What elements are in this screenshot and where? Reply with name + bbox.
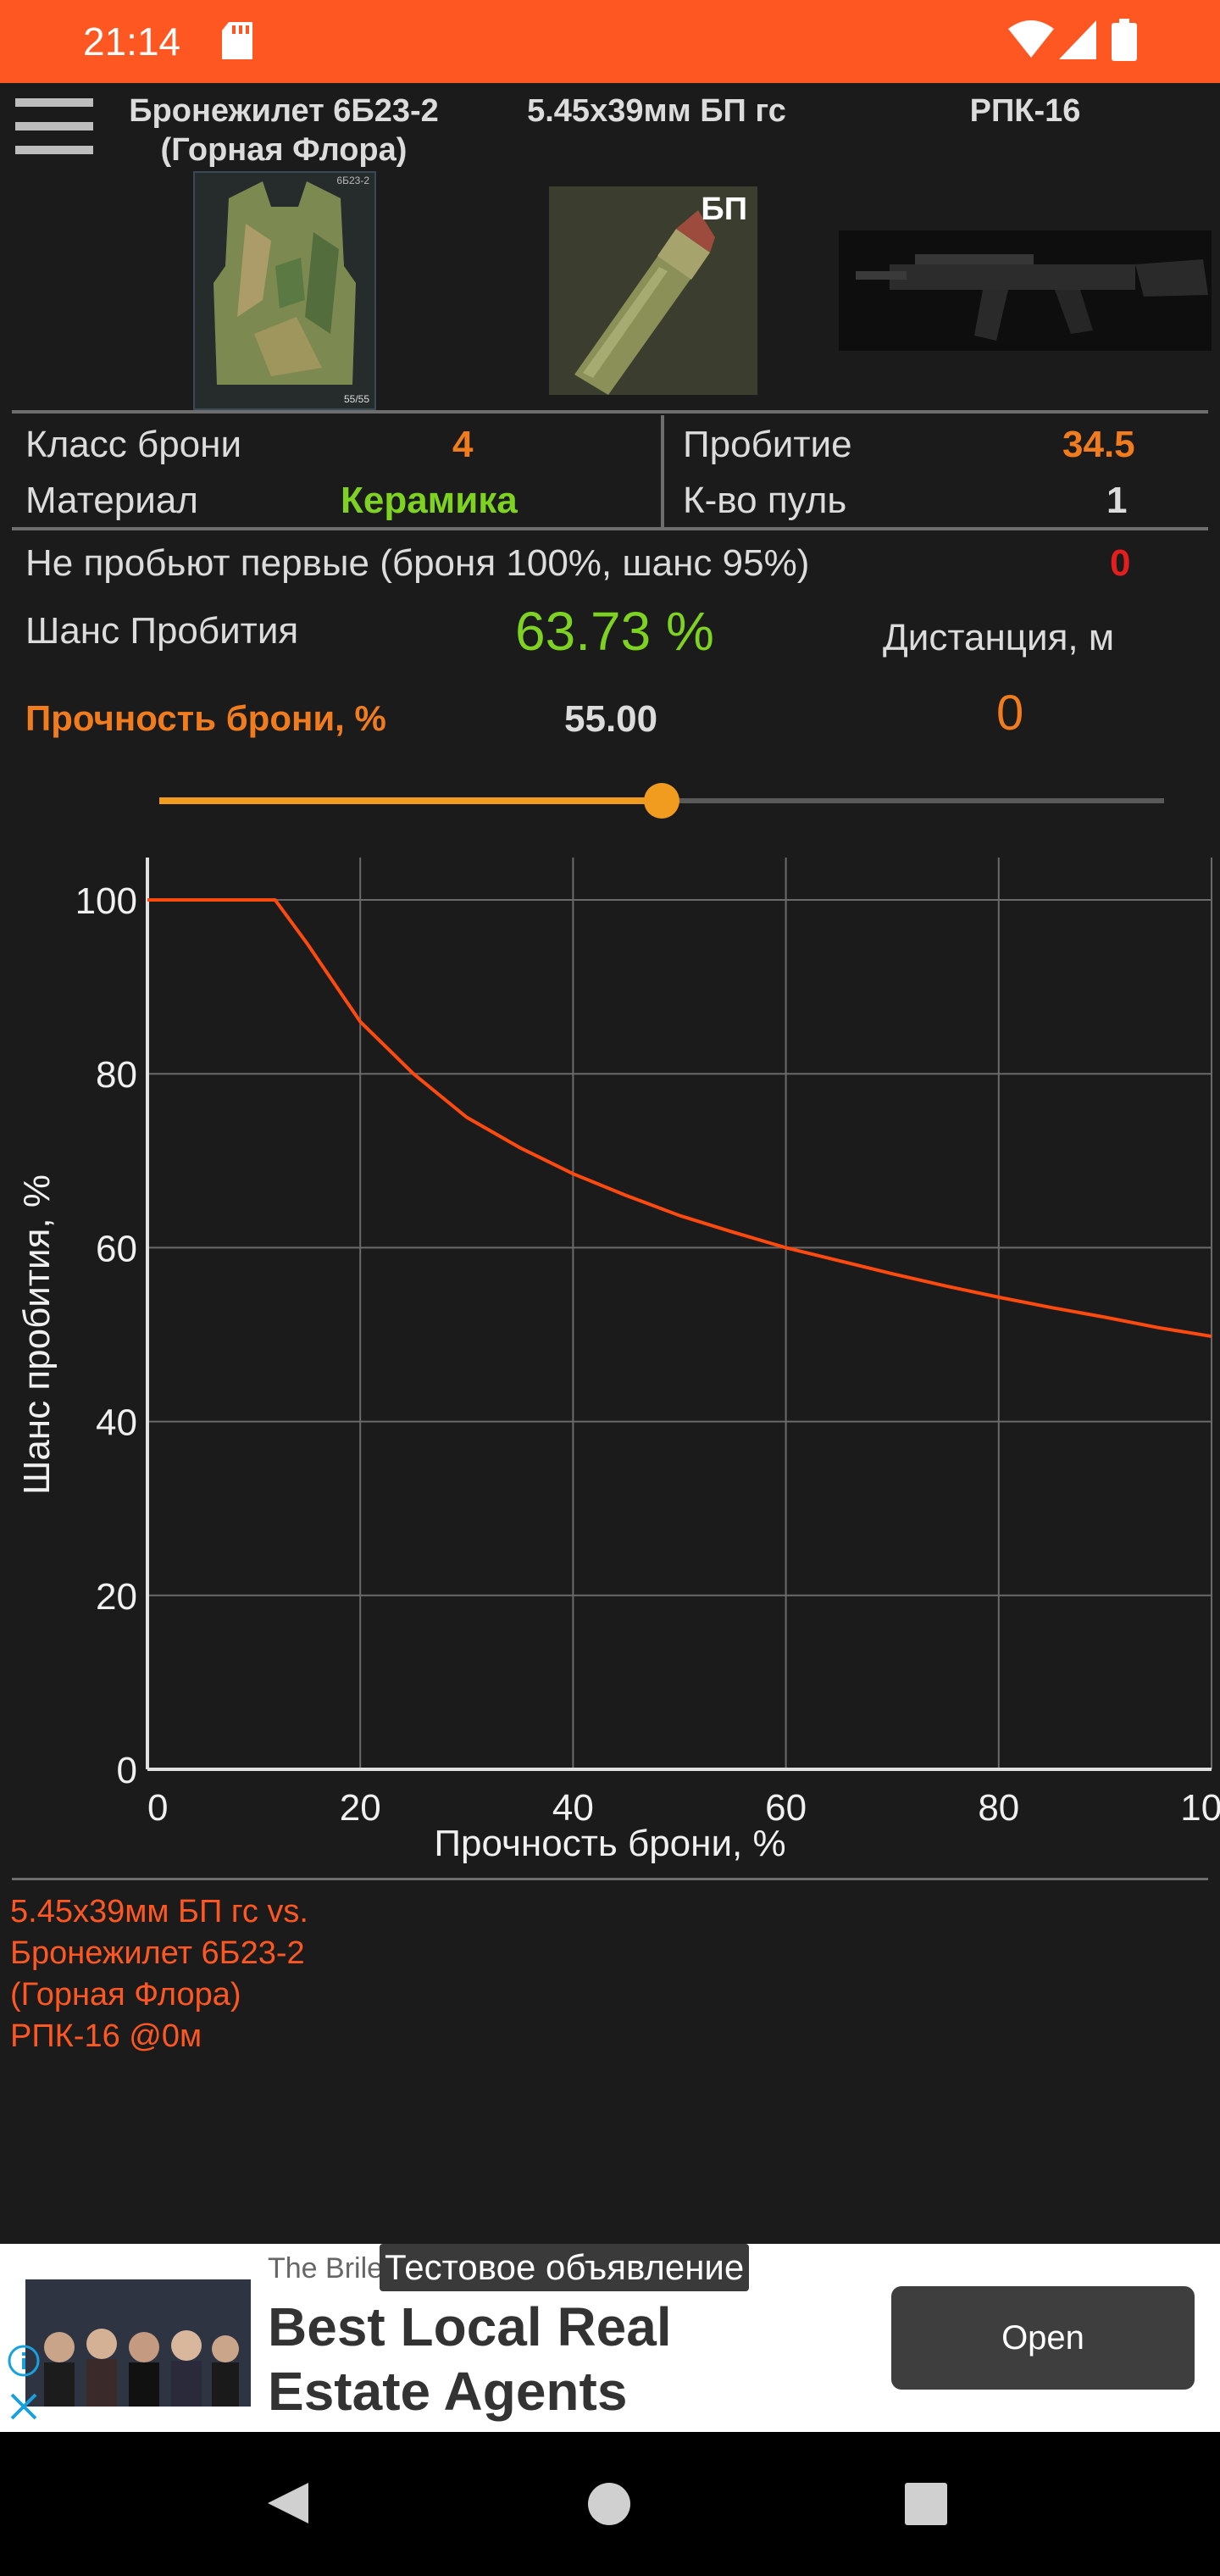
ad-image[interactable]	[25, 2279, 251, 2407]
close-icon[interactable]	[8, 2391, 39, 2422]
y-axis-label: Шанс пробития, %	[16, 1174, 58, 1495]
divider	[661, 415, 664, 527]
bullets-value: 1	[1106, 480, 1128, 521]
ad-badge: Тестовое объявление	[380, 2244, 750, 2291]
weapon-image[interactable]	[839, 230, 1212, 351]
summary-line: 5.45x39мм БП гс vs.	[10, 1894, 308, 1929]
y-tick-label: 40	[96, 1402, 137, 1444]
armor-class-value: 4	[452, 424, 474, 465]
divider	[12, 527, 1208, 530]
y-tick-label: 0	[117, 1750, 137, 1791]
battery-icon	[1112, 19, 1137, 61]
summary-line: (Горная Флора)	[10, 1977, 241, 2012]
material-value: Керамика	[341, 480, 518, 521]
y-tick-label: 80	[96, 1054, 137, 1096]
ad-advertiser: The Brile	[268, 2252, 384, 2285]
recents-icon[interactable]	[905, 2483, 947, 2525]
distance-value[interactable]: 0	[996, 686, 1024, 741]
slider-fill	[159, 797, 662, 804]
penetration-label: Пробитие	[683, 424, 852, 465]
no-pen-value: 0	[1110, 542, 1131, 584]
armor-image[interactable]: 6Б23-2 55/55	[193, 171, 376, 410]
group-photo-icon	[25, 2279, 251, 2407]
ammo-image-tag: БП	[701, 192, 747, 227]
distance-label: Дистанция, м	[883, 617, 1115, 658]
slider-thumb[interactable]	[644, 783, 679, 819]
armor-class-label: Класс брони	[25, 424, 242, 465]
x-tick-label: 40	[552, 1787, 594, 1829]
divider	[12, 1878, 1208, 1880]
durability-slider[interactable]	[159, 780, 1164, 822]
ad-headline-line: Best Local Real	[268, 2296, 672, 2357]
armor-image-durability: 55/55	[343, 393, 369, 405]
rifle-icon	[856, 254, 1208, 341]
status-time: 21:14	[83, 19, 181, 64]
x-tick-label: 100	[1180, 1787, 1220, 1829]
x-tick-label: 20	[340, 1787, 381, 1829]
vest-icon	[214, 181, 356, 385]
ad-open-button[interactable]: Open	[891, 2286, 1195, 2390]
bullets-label: К-во пуль	[683, 480, 847, 521]
penetration-value: 34.5	[1062, 424, 1135, 465]
x-tick-label: 60	[765, 1787, 807, 1829]
weapon-select[interactable]: РПК-16	[969, 93, 1081, 129]
back-icon[interactable]	[264, 2479, 312, 2527]
signal-icon	[1059, 20, 1096, 59]
armor-select[interactable]: Бронежилет 6Б23-2 (Горная Флора)	[129, 93, 439, 168]
y-tick-label: 100	[75, 880, 137, 922]
pen-chance-label: Шанс Пробития	[25, 610, 299, 652]
y-tick-label: 60	[96, 1228, 137, 1269]
menu-icon[interactable]	[15, 98, 93, 154]
navigation-bar	[0, 2432, 1220, 2576]
wifi-icon	[1008, 20, 1054, 58]
ad-banner[interactable]: The Brile Тестовое объявление Best Local…	[0, 2244, 1220, 2432]
ad-headline[interactable]: Best Local Real Estate Agents	[268, 2295, 672, 2423]
ammo-image[interactable]: БП	[549, 186, 757, 395]
info-icon[interactable]	[7, 2344, 41, 2378]
ammo-select[interactable]: 5.45x39мм БП гс	[527, 93, 786, 129]
armor-image-tag: 6Б23-2	[336, 175, 369, 186]
x-axis-label: Прочность брони, %	[434, 1823, 785, 1864]
no-pen-label: Не пробьют первые (броня 100%, шанс 95%)	[25, 542, 810, 584]
summary-line: РПК-16 @0м	[10, 2018, 202, 2054]
durability-value: 55.00	[564, 698, 658, 740]
x-tick-label: 0	[147, 1787, 168, 1829]
x-tick-label: 80	[978, 1787, 1019, 1829]
series-line	[147, 898, 1212, 1339]
material-label: Материал	[25, 480, 198, 521]
home-icon[interactable]	[586, 2481, 632, 2527]
summary-line: Бронежилет 6Б23-2	[10, 1935, 305, 1971]
pen-chance-value: 63.73 %	[515, 601, 714, 662]
divider	[12, 410, 1208, 414]
durability-label: Прочность брони, %	[25, 698, 386, 738]
ad-headline-line: Estate Agents	[268, 2361, 628, 2422]
summary: 5.45x39мм БП гс vs. Бронежилет 6Б23-2 (Г…	[10, 1891, 308, 2057]
penetration-chart: 0 20 40 60 80 100 0 20 40 60 80 100 Прочность брони,…	[16, 858, 1220, 1864]
sd-card-icon	[222, 22, 252, 59]
cartridge-icon	[574, 210, 715, 395]
status-bar: 21:14	[0, 0, 1220, 83]
y-tick-label: 20	[96, 1576, 137, 1618]
